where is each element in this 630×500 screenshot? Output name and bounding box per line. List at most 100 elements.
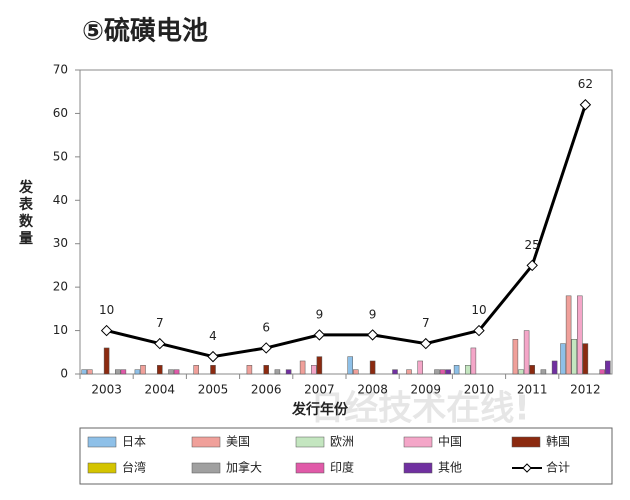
x-tick-label: 2010: [464, 383, 495, 397]
bar: [392, 369, 398, 375]
bar: [263, 365, 269, 375]
bar: [134, 369, 141, 375]
bar: [465, 365, 471, 375]
bar: [120, 369, 127, 375]
bar: [445, 369, 451, 375]
x-tick-label: 2003: [91, 383, 122, 397]
legend-label: 欧洲: [330, 435, 354, 449]
x-tick-label: 2012: [570, 383, 601, 397]
data-label: 7: [422, 316, 430, 330]
x-tick-label: 2006: [251, 383, 282, 397]
bar: [193, 365, 199, 375]
marker: [207, 350, 219, 363]
chart-title: ⑤硫磺电池: [82, 16, 208, 47]
legend-label: 美国: [226, 435, 250, 449]
bar: [417, 360, 423, 375]
y-tick-label: 0: [60, 367, 68, 381]
bar: [512, 339, 519, 375]
bar: [87, 369, 93, 375]
bar: [173, 369, 180, 375]
marker: [313, 329, 326, 341]
legend-swatch: [191, 436, 221, 448]
bar: [453, 365, 460, 375]
marker: [260, 342, 272, 354]
data-label: 10: [471, 303, 486, 317]
y-tick-label: 50: [53, 149, 68, 163]
x-tick-label: 2004: [145, 383, 176, 397]
bar: [353, 369, 359, 375]
marker: [473, 324, 485, 337]
data-label: 6: [262, 320, 270, 334]
legend-swatch: [87, 462, 117, 474]
bar: [599, 369, 605, 375]
bar: [605, 360, 611, 375]
marker: [579, 99, 592, 111]
bar: [406, 369, 412, 375]
legend-label: 其他: [438, 461, 462, 475]
data-label: 62: [578, 77, 593, 91]
y-tick-label: 60: [53, 106, 68, 120]
bar: [210, 365, 216, 375]
legend-box: [79, 427, 613, 485]
bar: [157, 365, 163, 375]
legend-swatch: [295, 436, 325, 448]
data-label: 7: [156, 316, 164, 330]
legend-swatch: [87, 436, 117, 448]
y-tick-label: 20: [53, 280, 68, 294]
legend-label: 日本: [122, 435, 146, 449]
bar: [470, 347, 477, 375]
legend-swatch: [191, 462, 221, 474]
bar: [571, 339, 577, 375]
x-tick-label: 2011: [517, 383, 548, 397]
bar: [168, 369, 174, 375]
data-label: 10: [99, 303, 114, 317]
legend-swatch: [511, 436, 541, 448]
data-label: 9: [369, 307, 377, 321]
legend-label: 韩国: [546, 434, 570, 449]
y-tick-label: 30: [53, 236, 68, 250]
y-tick-label: 10: [53, 323, 68, 337]
x-tick-label: 2009: [411, 383, 442, 397]
marker: [100, 324, 113, 337]
legend-label: 印度: [330, 460, 354, 475]
bar: [285, 369, 292, 375]
bar: [434, 369, 440, 375]
bar: [551, 360, 558, 375]
bar: [347, 356, 353, 375]
bar: [316, 356, 323, 375]
legend-label: 台湾: [122, 460, 146, 475]
legend-label: 中国: [438, 434, 462, 449]
data-label: 9: [316, 307, 324, 321]
marker: [366, 329, 379, 341]
bar: [582, 343, 589, 375]
x-tick-label: 2007: [304, 383, 335, 397]
total-line: [106, 104, 587, 359]
legend-swatch: [295, 462, 325, 474]
bar: [540, 369, 547, 375]
legend-swatch: [403, 436, 433, 448]
marker: [526, 259, 538, 272]
bar: [369, 360, 376, 375]
bar: [439, 369, 446, 375]
legend-marker: [522, 463, 532, 473]
marker: [154, 337, 166, 350]
bar: [246, 365, 253, 375]
x-axis-label: 发行年份: [291, 401, 349, 418]
x-tick-label: 2005: [198, 383, 229, 397]
x-tick-label: 2008: [357, 383, 388, 397]
y-tick-label: 40: [53, 193, 68, 207]
bar: [274, 369, 281, 375]
bar: [529, 365, 535, 375]
legend-label: 合计: [546, 460, 570, 475]
data-label: 4: [209, 329, 217, 343]
bar: [299, 360, 306, 375]
bar: [140, 365, 146, 375]
watermark: 日经技术在线!: [310, 389, 530, 429]
y-axis-label: 发表数量: [18, 179, 34, 247]
legend-label: 加拿大: [226, 460, 262, 475]
bar: [103, 347, 110, 375]
legend-swatch: [403, 462, 433, 474]
bar: [518, 369, 524, 375]
data-label: 25: [525, 238, 540, 252]
